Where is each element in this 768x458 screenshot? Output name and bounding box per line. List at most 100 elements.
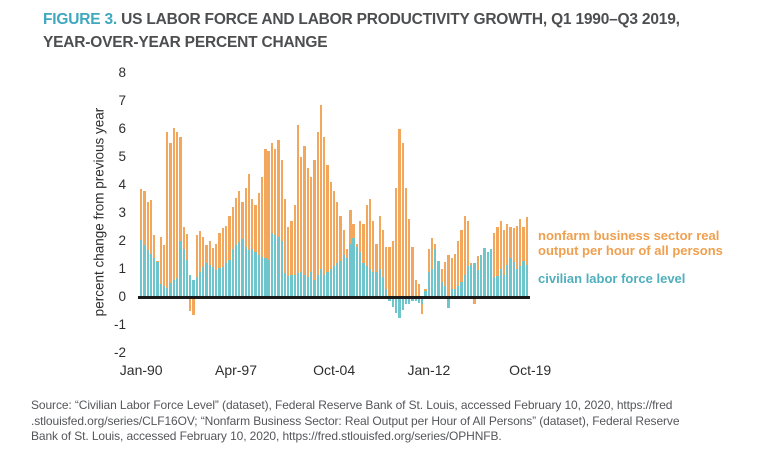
labor-force-bar xyxy=(427,271,430,297)
labor-force-bar xyxy=(300,271,303,297)
productivity-bar xyxy=(244,187,247,297)
labor-force-bar xyxy=(185,260,189,297)
x-tick-label: Jan-90 xyxy=(119,362,163,378)
labor-force-bar xyxy=(414,298,417,302)
productivity-bar xyxy=(450,257,453,297)
productivity-bar xyxy=(430,238,434,297)
labor-force-bar xyxy=(519,266,522,297)
x-tick-label: Apr-97 xyxy=(214,362,258,378)
productivity-bar xyxy=(198,231,202,297)
productivity-bar xyxy=(519,218,522,297)
productivity-bar xyxy=(362,224,365,297)
labor-force-bar xyxy=(421,298,424,305)
labor-force-bar xyxy=(221,266,225,297)
productivity-bar xyxy=(166,131,169,297)
labor-force-bar xyxy=(211,266,215,297)
labor-force-bar xyxy=(202,266,205,297)
productivity-bar xyxy=(283,199,287,297)
labor-force-bar xyxy=(502,274,506,297)
labor-force-bar xyxy=(296,273,300,297)
productivity-bar xyxy=(421,298,424,314)
productivity-bar xyxy=(260,176,264,297)
productivity-bar xyxy=(224,225,228,297)
productivity-bar xyxy=(175,131,179,297)
productivity-bar xyxy=(388,246,391,297)
labor-force-bar xyxy=(169,283,172,297)
labor-force-bar xyxy=(342,255,345,297)
y-tick-label: -1 xyxy=(113,317,126,332)
productivity-bar xyxy=(447,255,450,297)
figure-title-line1: FIGURE 3. US LABOR FORCE AND LABOR PRODU… xyxy=(43,8,680,31)
labor-force-bar xyxy=(244,246,247,297)
productivity-bar xyxy=(169,143,172,297)
productivity-bar xyxy=(189,298,192,312)
productivity-bar xyxy=(319,105,323,297)
labor-force-bar xyxy=(270,232,274,297)
labor-force-bar xyxy=(417,298,421,303)
productivity-bar xyxy=(499,221,502,297)
y-tick-label: 7 xyxy=(118,93,126,108)
figure-title-line2: YEAR-OVER-YEAR PERCENT CHANGE xyxy=(43,34,328,51)
labor-force-bar xyxy=(408,298,411,305)
productivity-bar xyxy=(280,159,283,297)
productivity-bar xyxy=(457,241,460,297)
labor-force-bar xyxy=(326,271,329,297)
labor-force-bar xyxy=(172,280,175,297)
labor-force-bar xyxy=(372,271,375,297)
productivity-bar xyxy=(385,246,388,297)
labor-force-bar xyxy=(303,274,306,297)
productivity-bar xyxy=(162,245,166,297)
productivity-bar xyxy=(398,129,401,297)
labor-force-bar xyxy=(430,269,434,297)
productivity-bar xyxy=(368,199,372,297)
labor-force-bar xyxy=(394,298,398,313)
productivity-bar xyxy=(453,253,457,297)
y-tick-label: 8 xyxy=(118,65,126,80)
labor-force-bar xyxy=(450,288,453,297)
productivity-bar xyxy=(287,227,290,297)
productivity-bar xyxy=(218,232,221,297)
labor-force-bar xyxy=(359,252,362,297)
labor-force-bar xyxy=(447,298,450,309)
productivity-bar xyxy=(146,201,149,297)
source-line: Bank of St. Louis, accessed February 10,… xyxy=(31,429,502,443)
labor-force-bar xyxy=(277,236,280,297)
labor-force-bar xyxy=(182,248,185,297)
labor-force-bar xyxy=(316,274,319,297)
productivity-bar xyxy=(192,298,195,316)
labor-force-bar xyxy=(506,264,509,297)
productivity-bar xyxy=(336,201,339,297)
labor-force-bar xyxy=(385,288,388,297)
labor-force-bar xyxy=(247,250,251,297)
productivity-bar xyxy=(277,140,280,297)
labor-force-bar xyxy=(198,271,202,297)
labor-force-bar xyxy=(205,263,208,297)
y-tick-label: -2 xyxy=(113,345,126,360)
labor-force-bar xyxy=(159,284,162,297)
productivity-bar xyxy=(391,241,394,297)
labor-force-bar xyxy=(345,257,349,297)
source-note: Source: “Civilian Labor Force Level” (da… xyxy=(31,398,680,445)
labor-force-bar xyxy=(208,265,211,297)
productivity-bar xyxy=(496,227,499,297)
labor-force-bar xyxy=(254,251,257,297)
productivity-bar xyxy=(290,221,293,297)
labor-force-bar xyxy=(156,261,159,297)
labor-force-bar xyxy=(323,274,326,297)
x-tick-label: Oct-19 xyxy=(509,362,552,378)
productivity-bar xyxy=(251,199,254,297)
productivity-bar xyxy=(466,221,470,297)
labor-force-bar xyxy=(375,271,378,297)
productivity-bar xyxy=(254,204,257,297)
labor-force-bar xyxy=(260,256,264,297)
labor-force-bar xyxy=(153,258,156,297)
labor-force-bar xyxy=(290,274,293,297)
productivity-bar xyxy=(179,137,182,297)
y-tick-label: 2 xyxy=(118,233,126,248)
productivity-bar xyxy=(313,159,316,297)
productivity-bar xyxy=(267,151,270,297)
labor-force-bar xyxy=(499,269,502,297)
labor-force-bar xyxy=(496,276,499,297)
labor-force-bar xyxy=(440,281,444,297)
productivity-bar xyxy=(296,124,300,297)
